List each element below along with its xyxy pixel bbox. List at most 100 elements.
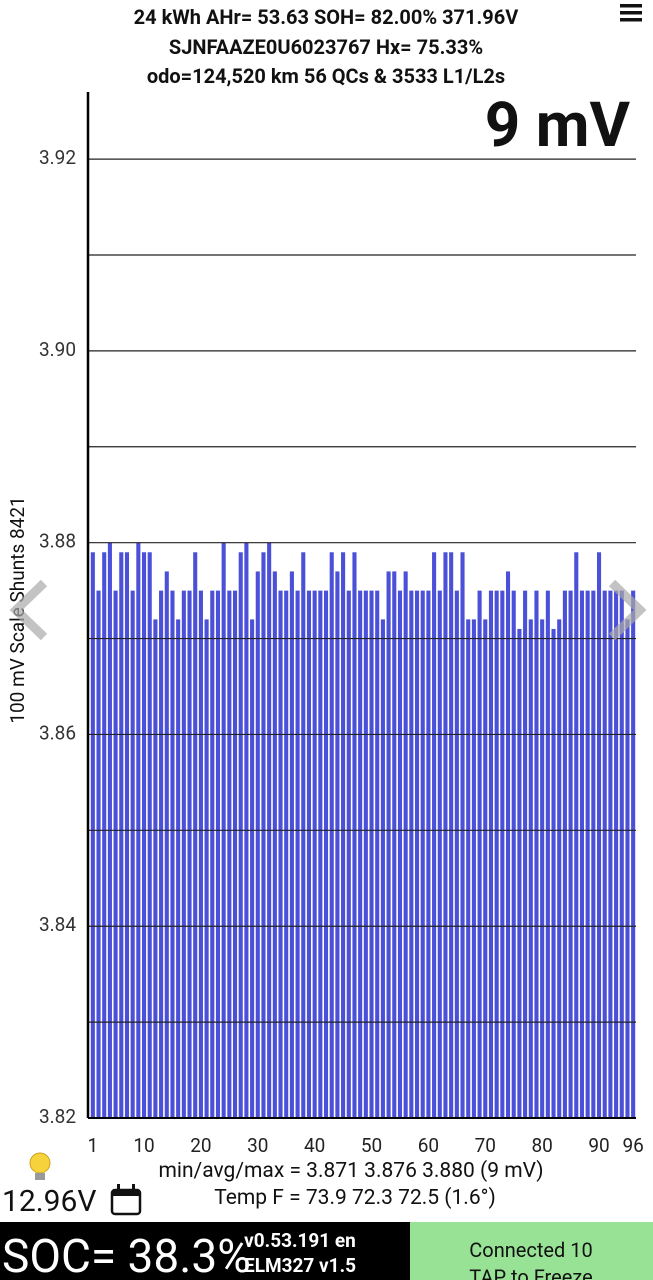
calendar-ring [132,1184,135,1192]
bar [466,619,471,1118]
y-tick-label: 3.84 [39,913,76,936]
bar [494,590,499,1118]
bar [602,590,607,1118]
bar [420,590,425,1118]
x-tick-label: 70 [475,1134,496,1157]
bar [193,552,198,1118]
freeze-button[interactable]: Connected 10 TAP to Freeze [410,1222,653,1280]
bar [500,590,505,1118]
soc: SOC= 38.3% [2,1230,251,1280]
version: v0.53.191 en [244,1229,356,1252]
bar [528,619,533,1118]
calendar-top [112,1190,140,1196]
bar [227,590,232,1118]
bar [329,552,334,1118]
y-tick-label: 3.88 [39,530,76,553]
bar [119,552,124,1118]
bar [352,552,357,1118]
plot: 1 10 20 30 40 50 60 70 80 90 96 3.82 3.84 3.86 3.88 3.9… [39,146,644,1157]
bar [540,619,545,1118]
bar [153,619,158,1118]
bar [380,619,385,1118]
previous-arrow[interactable] [9,579,48,641]
bar [335,571,340,1118]
bar [454,590,459,1118]
bar [250,619,255,1118]
bar [437,590,442,1118]
bar [591,590,596,1118]
bar [403,571,408,1118]
bar [204,619,209,1118]
bar [301,552,306,1118]
header-line: odo=124,520 km 56 QCs & 3533 L1/L2s [147,64,505,88]
freeze-action: TAP to Freeze [469,1265,592,1280]
bar [426,590,431,1118]
status-bar [0,1222,410,1280]
x-tick-label: 96 [622,1134,643,1157]
bar [631,590,636,1118]
bar [323,590,329,1118]
bar [141,552,147,1118]
next-arrow[interactable] [608,579,647,641]
bar [397,590,403,1118]
bar [124,552,130,1118]
chart-title: 9 mV [485,89,631,162]
y-tick-label: 3.90 [39,338,76,361]
bar [210,590,215,1118]
bar [363,590,368,1118]
bar [625,619,630,1118]
stats-temp: Temp F = 73.9 72.3 72.5 (1.6°) [214,1186,496,1210]
calendar-icon[interactable] [110,1184,142,1216]
bar [375,590,380,1118]
bar [113,590,118,1118]
bar [181,590,186,1118]
bar [358,590,363,1118]
bar [392,571,397,1118]
bar [306,590,312,1118]
stats-minmax: min/avg/max = 3.871 3.876 3.880 (9 mV) [158,1159,543,1183]
bar [483,619,488,1118]
bar [187,590,192,1118]
connection-status: Connected 10 [469,1238,592,1262]
menu-bar [620,18,642,22]
menu-bar [620,4,642,8]
bar [534,590,539,1118]
bar [232,590,238,1118]
bar [488,590,494,1118]
bar [511,590,516,1118]
menu-button[interactable] [620,4,642,22]
bar [477,590,482,1118]
bar [295,590,300,1118]
bulb-base [35,1173,45,1180]
bar [551,628,556,1118]
bar [409,590,414,1118]
bar [318,590,323,1118]
bar [96,590,101,1118]
bar [545,590,550,1118]
x-tick-label: 50 [361,1134,382,1157]
y-tick-label: 3.86 [39,721,76,744]
bar [562,590,567,1118]
bar [585,590,590,1118]
bar [284,590,289,1118]
x-tick-label: 80 [531,1134,552,1157]
x-tick-label: 90 [588,1134,609,1157]
bar [90,552,95,1118]
bar [449,552,454,1118]
bar [147,552,152,1118]
bar [579,590,585,1118]
bar [176,619,181,1118]
bar [471,619,476,1118]
bar [215,590,221,1118]
calendar-ring [117,1184,120,1192]
bar [164,571,169,1118]
bar [414,590,420,1118]
bar [341,552,346,1118]
x-tick-label: 60 [418,1134,439,1157]
bar [574,552,579,1118]
bar [261,552,266,1118]
bulb-icon[interactable] [29,1152,51,1180]
bar [346,590,351,1118]
bar [255,571,260,1118]
button-bg [410,1222,653,1280]
